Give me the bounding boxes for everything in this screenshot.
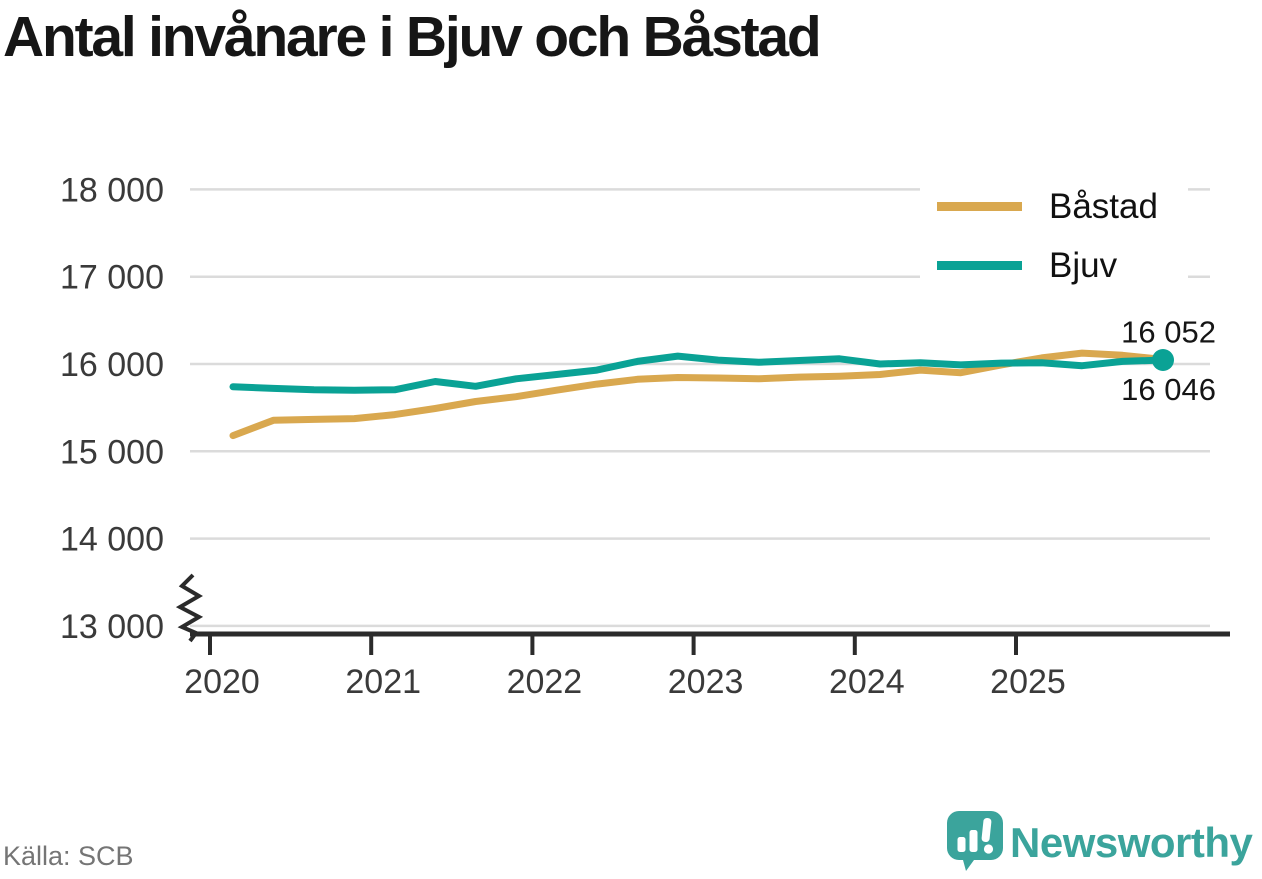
legend-swatch-bastad: [937, 202, 1022, 211]
y-axis-tick-label: 17 000: [60, 259, 164, 297]
y-axis-tick-label: 18 000: [60, 171, 164, 209]
axis-layer: 2020 2021 2022 2023 2024 2025: [175, 573, 1230, 701]
x-axis-tick-label: 2023: [668, 663, 744, 701]
newsworthy-logo: Newsworthy: [947, 811, 1254, 871]
x-axis-tick-label: 2024: [829, 663, 905, 701]
end-dot-bjuv: [1152, 348, 1175, 371]
series-line-bjuv: [229, 352, 1167, 394]
value-label-bjuv: 16 046: [1121, 372, 1216, 407]
logo-wordmark: Newsworthy: [1010, 819, 1254, 866]
series-layer: [229, 348, 1175, 440]
value-label-bastad: 16 052: [1121, 314, 1216, 349]
legend-item-bjuv: Bjuv: [937, 248, 1188, 283]
legend-label-bastad: Båstad: [1049, 187, 1158, 226]
y-axis-tick-label: 13 000: [60, 608, 164, 646]
legend-label-bjuv: Bjuv: [1049, 246, 1118, 285]
axis-break-icon: [175, 573, 204, 643]
legend: Båstad Bjuv: [920, 179, 1188, 293]
x-axis-tick-label: 2022: [507, 663, 583, 701]
source-note: Källa: SCB: [3, 841, 134, 871]
chart-title: Antal invånare i Bjuv och Båstad: [3, 5, 822, 69]
y-axis-tick-label: 14 000: [60, 521, 164, 559]
legend-item-bastad: Båstad: [937, 189, 1188, 224]
grid-layer: 18 000 17 000 16 000 15 000 14 000 13 000: [60, 171, 1210, 646]
x-axis-tick-label: 2021: [345, 663, 421, 701]
x-axis-tick-label: 2025: [990, 663, 1066, 701]
y-axis-tick-label: 15 000: [60, 433, 164, 471]
logo-icon: [947, 811, 1003, 871]
value-label-layer: 16 052 16 046: [1121, 314, 1216, 407]
y-axis-tick-label: 16 000: [60, 346, 164, 384]
legend-swatch-bjuv: [937, 261, 1022, 270]
x-axis-tick-label: 2020: [184, 663, 260, 701]
